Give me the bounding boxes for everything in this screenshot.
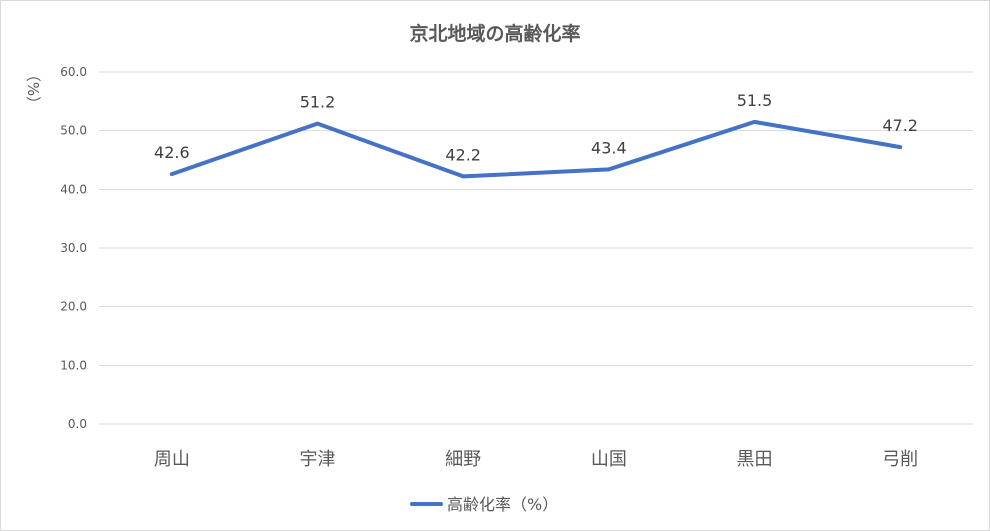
data-label: 43.4 bbox=[591, 138, 627, 157]
legend-label: 高齢化率（%） bbox=[447, 495, 558, 514]
y-tick-label: 10.0 bbox=[60, 358, 87, 372]
y-tick-label: 30.0 bbox=[60, 241, 87, 255]
x-tick-label: 細野 bbox=[445, 449, 481, 470]
y-tick-label: 60.0 bbox=[60, 65, 87, 79]
gridlines bbox=[99, 71, 973, 425]
y-tick-label: 50.0 bbox=[60, 124, 87, 138]
chart-title: 京北地域の高齢化率 bbox=[409, 22, 580, 45]
legend: 高齢化率（%） bbox=[410, 495, 558, 514]
data-label: 42.2 bbox=[445, 145, 481, 164]
series-lines bbox=[169, 119, 903, 179]
x-tick-label: 黒田 bbox=[737, 449, 773, 470]
data-labels: 42.6 51.2 42.2 43.4 51.5 47.2 bbox=[154, 91, 918, 165]
data-label: 42.6 bbox=[154, 143, 190, 162]
data-label: 51.2 bbox=[300, 93, 336, 112]
y-tick-label: 40.0 bbox=[60, 182, 87, 196]
series-line-0 bbox=[169, 119, 903, 179]
y-axis-label: （%） bbox=[24, 67, 42, 111]
x-tick-label: 弓削 bbox=[882, 449, 918, 470]
y-tick-label: 0.0 bbox=[68, 417, 87, 431]
y-tick-labels: 0.0 10.0 20.0 30.0 40.0 50.0 60.0 bbox=[60, 65, 87, 431]
x-tick-label: 周山 bbox=[154, 449, 190, 470]
y-tick-label: 20.0 bbox=[60, 300, 87, 314]
data-label: 47.2 bbox=[882, 116, 918, 135]
x-tick-label: 宇津 bbox=[300, 449, 336, 470]
data-label: 51.5 bbox=[737, 91, 773, 110]
x-tick-labels: 周山 宇津 細野 山国 黒田 弓削 bbox=[154, 449, 918, 470]
x-tick-label: 山国 bbox=[591, 449, 627, 470]
